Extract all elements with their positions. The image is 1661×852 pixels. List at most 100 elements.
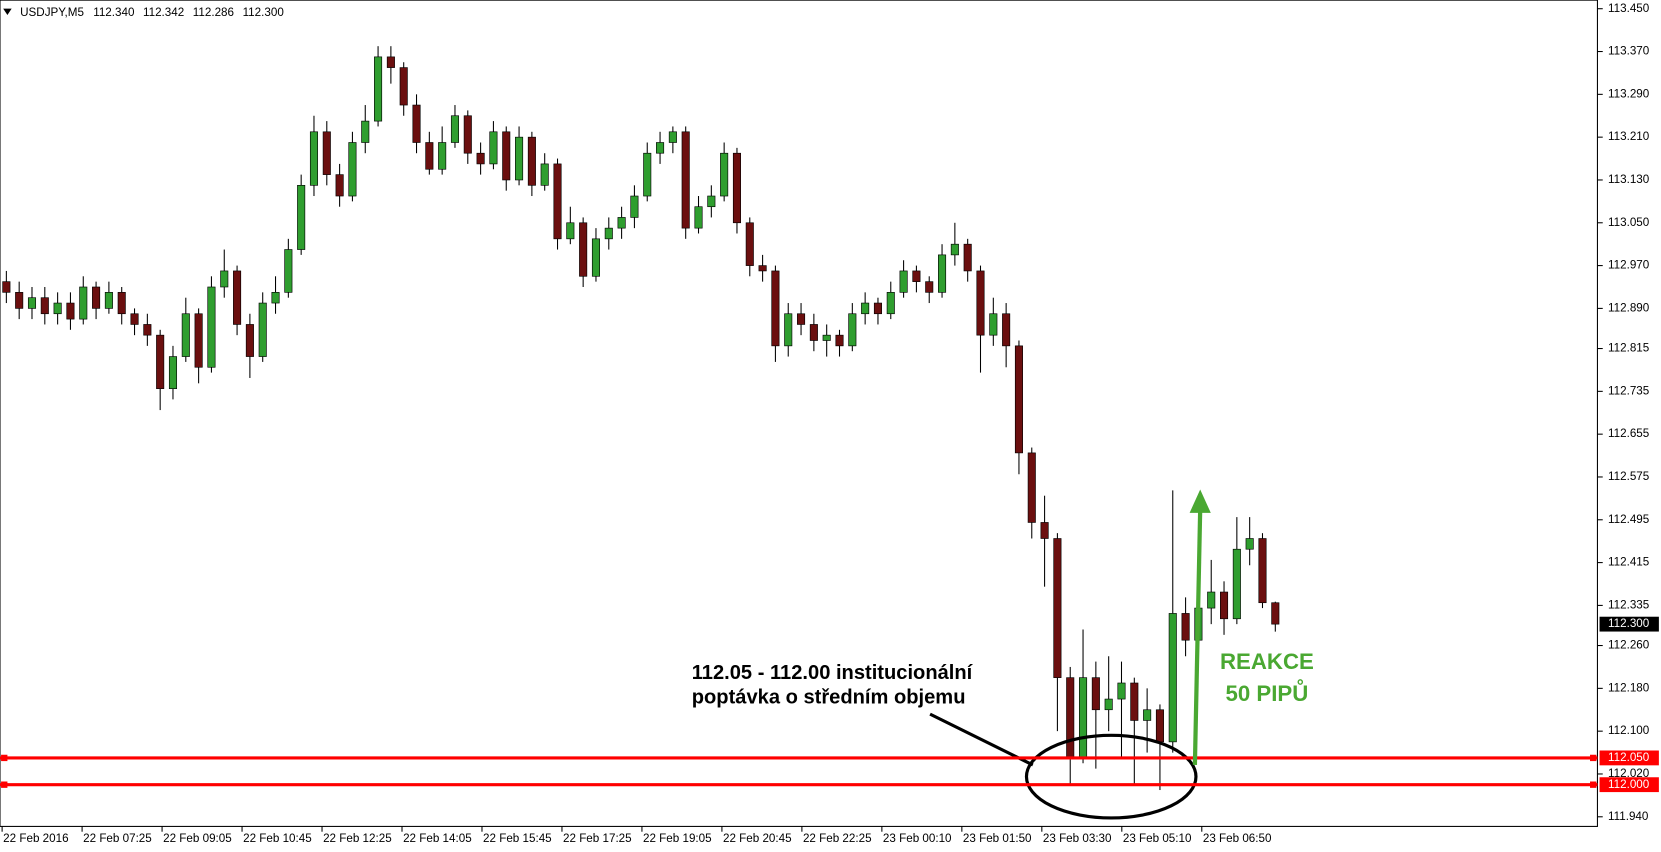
y-tick-label: 112.890 [1608, 301, 1650, 314]
candle-body [976, 270, 985, 336]
x-tick-label: 22 Feb 22:25 [803, 832, 872, 845]
candle-body [335, 174, 344, 197]
candle-body [643, 152, 652, 197]
x-tick-label: 22 Feb 17:25 [563, 832, 632, 845]
candle-body [2, 281, 11, 293]
candle-body [732, 152, 741, 224]
candle-body [758, 265, 767, 272]
candle-body [925, 281, 934, 293]
candle-body [591, 238, 600, 277]
candle-body [168, 356, 178, 389]
candle-body [194, 313, 203, 368]
candle-body [489, 131, 498, 165]
candle-body [963, 243, 972, 272]
candle-body [1168, 613, 1177, 743]
y-tick-label: 112.575 [1608, 470, 1649, 483]
candle-body [233, 270, 242, 325]
candle-body [1117, 682, 1126, 700]
symbol: USDJPY,M5 [20, 6, 84, 19]
candle-body [374, 56, 383, 122]
candle-body [156, 334, 165, 389]
candle-body [258, 302, 267, 357]
candle-body [15, 292, 24, 309]
candle-body [873, 302, 882, 315]
candle-body [53, 302, 62, 315]
y-tick-label: 112.655 [1608, 427, 1649, 440]
header-value: 112.300 [243, 6, 285, 19]
candle-body [130, 313, 139, 325]
y-tick-label: 113.450 [1608, 2, 1650, 15]
candle-body [412, 104, 421, 143]
candle-body [386, 56, 395, 68]
level-label-bg [1599, 777, 1659, 793]
y-tick-label: 113.210 [1608, 130, 1650, 143]
candle-body [309, 131, 319, 186]
candle-body [40, 297, 49, 315]
candle-body [566, 222, 575, 240]
candle-body [1220, 591, 1229, 620]
candle-body [912, 270, 921, 282]
y-tick-label: 112.735 [1608, 384, 1649, 397]
price-label-bg [1599, 616, 1659, 632]
candle-body [553, 163, 562, 240]
candle-body [745, 222, 754, 266]
x-tick-label: 22 Feb 09:05 [163, 832, 232, 845]
header-values: 112.340 112.342 112.286 112.300 [93, 6, 284, 19]
level-handle [1590, 754, 1597, 762]
y-tick-label: 113.290 [1608, 87, 1650, 100]
x-tick-label: 22 Feb 15:45 [483, 832, 552, 845]
candle-body [476, 152, 485, 165]
candle-body [707, 195, 716, 208]
candle-body [1002, 313, 1011, 347]
candle-body [540, 163, 549, 186]
reaction-label: 50 PIPŮ [1226, 678, 1309, 706]
candle-body [989, 313, 998, 336]
candle-body [1014, 345, 1023, 454]
level-handle [1, 781, 8, 788]
candle-body [822, 334, 831, 341]
header-value: 112.286 [193, 6, 234, 19]
candle-body [502, 131, 511, 181]
candle-body [425, 142, 434, 170]
candle-body [463, 115, 472, 154]
y-tick-label: 112.180 [1608, 681, 1650, 694]
candle-body [245, 324, 254, 357]
price-label: 112.300 [1608, 617, 1650, 630]
candle-body [950, 243, 959, 256]
zone-ellipse [1024, 733, 1198, 820]
candle-body [322, 131, 331, 175]
y-tick-label: 112.260 [1608, 639, 1650, 652]
candle-body [784, 313, 793, 347]
y-tick-label: 112.495 [1608, 513, 1649, 526]
y-tick-label: 112.415 [1608, 556, 1649, 569]
candle-body [297, 184, 306, 250]
candle-body [1079, 677, 1088, 759]
y-tick-label: 112.100 [1608, 724, 1650, 737]
candle-body [1181, 613, 1190, 641]
candle-body [720, 152, 729, 197]
y-tick-label: 112.335 [1608, 598, 1649, 611]
marks [2, 46, 1280, 791]
candle-body [271, 292, 280, 304]
candle-body [92, 286, 101, 309]
candle-body [579, 222, 588, 277]
x-tick-label: 23 Feb 00:10 [883, 832, 952, 845]
candle-body [1245, 538, 1254, 550]
candle-body [809, 324, 818, 341]
candle-body [361, 120, 370, 143]
candle-body [938, 254, 947, 293]
y-tick-label: 113.050 [1608, 216, 1650, 229]
candle-body [848, 313, 857, 347]
candle-body [1207, 591, 1216, 609]
x-tick-label: 22 Feb 2016 [3, 832, 68, 845]
x-tick-label: 23 Feb 06:50 [1203, 832, 1272, 845]
level-label: 112.050 [1608, 751, 1650, 764]
candle-body [668, 131, 677, 143]
candle-body [207, 286, 216, 368]
candle-body [104, 292, 113, 309]
level-label: 112.000 [1608, 778, 1650, 791]
candle-body [27, 297, 37, 309]
y-tick-label: 112.970 [1608, 259, 1650, 272]
candle-body [1130, 682, 1139, 721]
